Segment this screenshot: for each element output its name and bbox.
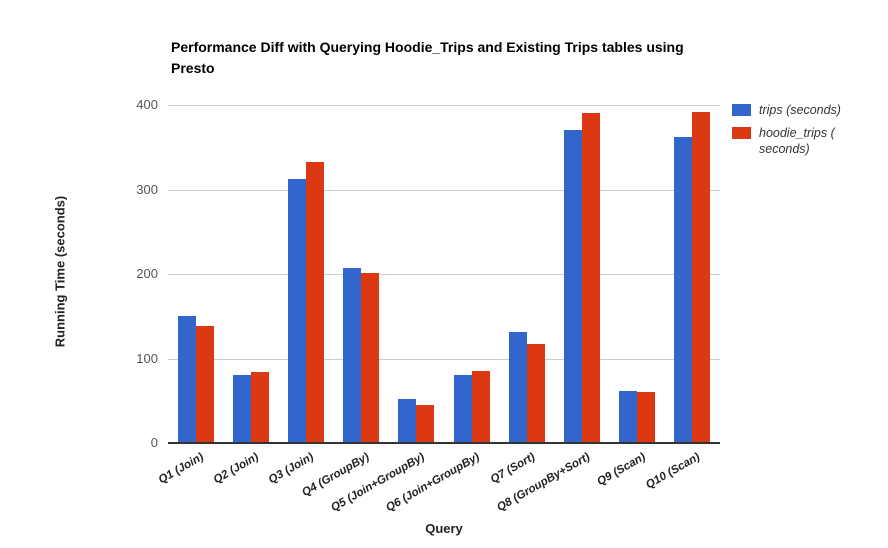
bar-hoodie_trips-q5: [416, 404, 435, 443]
y-tick-label-0: 0: [150, 435, 158, 450]
x-axis-title: Query: [425, 521, 463, 536]
bar-hoodie_trips-q8: [582, 113, 600, 443]
bar-hoodie_trips-q9: [637, 392, 656, 443]
x-label-q6: Q6 (Join+GroupBy): [384, 451, 482, 515]
legend-label: trips (seconds): [759, 103, 841, 117]
bar-hoodie_trips-q6: [471, 371, 490, 443]
x-label-q10: Q10 (Scan): [644, 451, 703, 492]
x-axis-line: [168, 442, 720, 444]
y-tick-label-100: 100: [136, 350, 158, 366]
bar-trips-q2: [232, 375, 251, 443]
bar-trips-q8: [564, 129, 582, 443]
gridline-100: [168, 358, 720, 360]
bar-trips-q4: [343, 268, 362, 443]
x-label-q9: Q9 (Scan): [594, 451, 648, 489]
x-label-q5: Q5 (Join+GroupBy): [328, 451, 427, 515]
legend: trips (seconds) hoodie_trips ( seconds): [732, 102, 882, 157]
gridline-200: [168, 274, 720, 275]
bar-hoodie_trips-q1: [195, 326, 214, 443]
bar-hoodie_trips-q10: [692, 111, 711, 443]
gridline-400: [168, 105, 720, 106]
bar-trips-q1: [177, 316, 196, 443]
x-label-q8: Q8 (GroupBy+Sort): [494, 451, 592, 514]
legend-item-hoodie_trips: hoodie_trips ( seconds): [732, 125, 882, 157]
y-tick-label-200: 200: [136, 266, 158, 281]
legend-swatch-icon: [732, 127, 751, 139]
x-label-q3: Q3 (Join): [266, 451, 316, 487]
x-label-q2: Q2 (Join): [211, 451, 261, 487]
bar-hoodie_trips-q3: [306, 162, 324, 443]
plot-area: [168, 105, 720, 444]
bar-hoodie_trips-q7: [526, 344, 545, 443]
bar-trips-q7: [508, 332, 527, 443]
bar-trips-q5: [398, 399, 417, 443]
bar-hoodie_trips-q4: [361, 273, 380, 443]
y-tick-label-400: 400: [136, 97, 158, 112]
chart-title: Performance Diff with Querying Hoodie_Tr…: [171, 39, 684, 76]
bar-trips-q10: [674, 137, 693, 443]
x-label-q7: Q7 (Sort): [488, 451, 537, 486]
legend-item-trips: trips (seconds): [732, 102, 882, 118]
bar-trips-q9: [619, 391, 638, 443]
bar-trips-q6: [453, 375, 472, 443]
bar-hoodie_trips-q2: [250, 372, 269, 443]
gridline-300: [168, 189, 720, 191]
y-tick-label-300: 300: [136, 181, 158, 197]
legend-label: hoodie_trips ( seconds): [759, 126, 835, 156]
y-axis-title: Running Time (seconds): [52, 195, 68, 348]
x-label-q1: Q1 (Join): [156, 451, 206, 487]
legend-swatch-icon: [732, 104, 751, 116]
bar-trips-q3: [288, 178, 306, 443]
